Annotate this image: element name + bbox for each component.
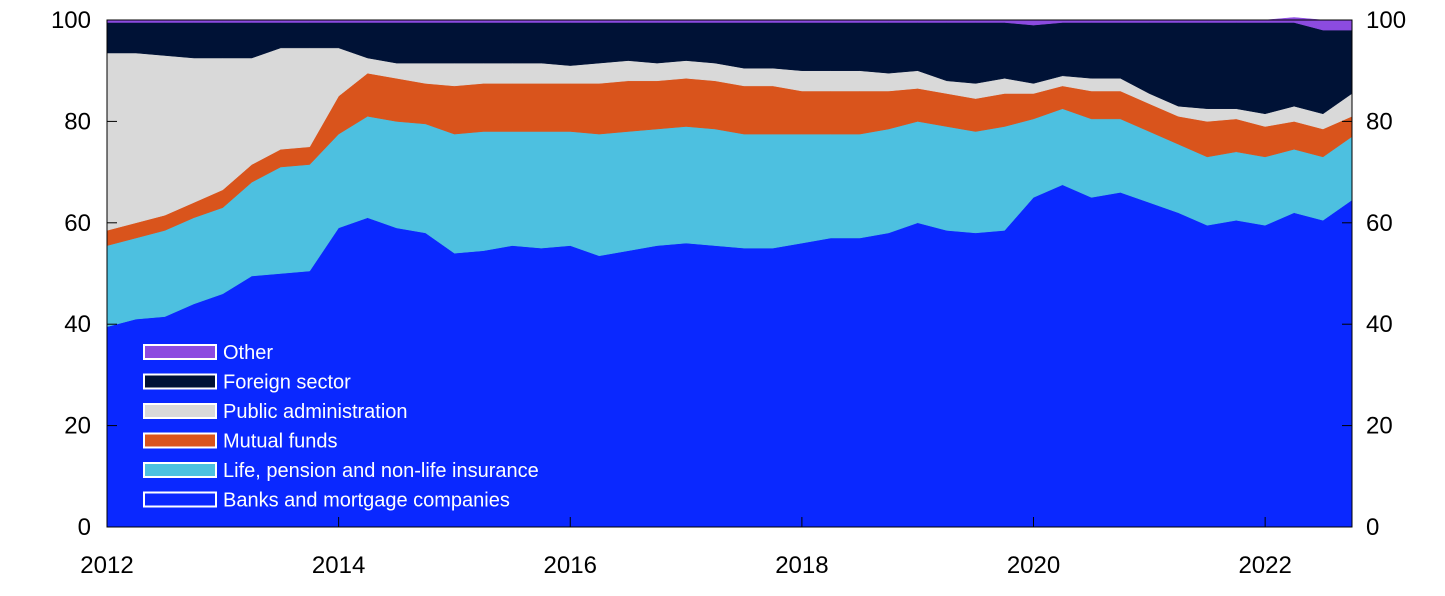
y-tick-label-left: 20 — [64, 413, 91, 440]
legend-label: Public administration — [223, 401, 408, 423]
x-tick-label: 2012 — [80, 552, 133, 579]
legend-swatch — [143, 403, 217, 419]
x-tick-label: 2018 — [775, 552, 828, 579]
legend-swatch — [143, 491, 217, 508]
x-tick-label: 2014 — [312, 552, 365, 579]
legend-item-public-administration: Public administration — [143, 401, 408, 423]
legend-swatch — [143, 344, 217, 360]
legend-item-banks-and-mortgage-companies: Banks and mortgage companies — [143, 490, 510, 512]
legend: Other Foreign sector Public administration… — [143, 342, 539, 512]
legend-item-life-pension-and-non-life-insurance: Life, pension and non-life insurance — [143, 460, 539, 482]
y-tick-label-left: 40 — [64, 311, 91, 338]
legend-item-foreign-sector: Foreign sector — [143, 372, 351, 394]
x-tick-label: 2016 — [544, 552, 597, 579]
plot-frame — [106, 19, 1353, 528]
y-tick-label-left: 100 — [51, 7, 91, 34]
y-tick-label-right: 80 — [1366, 108, 1393, 135]
y-tick-label-right: 20 — [1366, 413, 1393, 440]
y-tick-label-left: 80 — [64, 108, 91, 135]
y-tick-label-right: 60 — [1366, 210, 1393, 237]
legend-swatch — [143, 432, 217, 449]
legend-swatch — [143, 373, 217, 390]
legend-label: Mutual funds — [223, 431, 338, 453]
y-tick-label-right: 0 — [1366, 514, 1379, 541]
x-tick-label: 2020 — [1007, 552, 1060, 579]
x-tick-label: 2022 — [1238, 552, 1291, 579]
area-layer — [106, 17, 1353, 528]
y-tick-label-left: 0 — [78, 514, 91, 541]
legend-label: Life, pension and non-life insurance — [223, 460, 539, 482]
legend-label: Foreign sector — [223, 372, 351, 394]
legend-label: Other — [223, 342, 273, 364]
legend-item-mutual-funds: Mutual funds — [143, 431, 338, 453]
legend-label: Banks and mortgage companies — [223, 490, 510, 512]
legend-item-other: Other — [143, 342, 273, 364]
y-tick-label-right: 40 — [1366, 311, 1393, 338]
legend-swatch — [143, 462, 217, 478]
y-tick-label-right: 100 — [1366, 7, 1406, 34]
y-tick-label-left: 60 — [64, 210, 91, 237]
